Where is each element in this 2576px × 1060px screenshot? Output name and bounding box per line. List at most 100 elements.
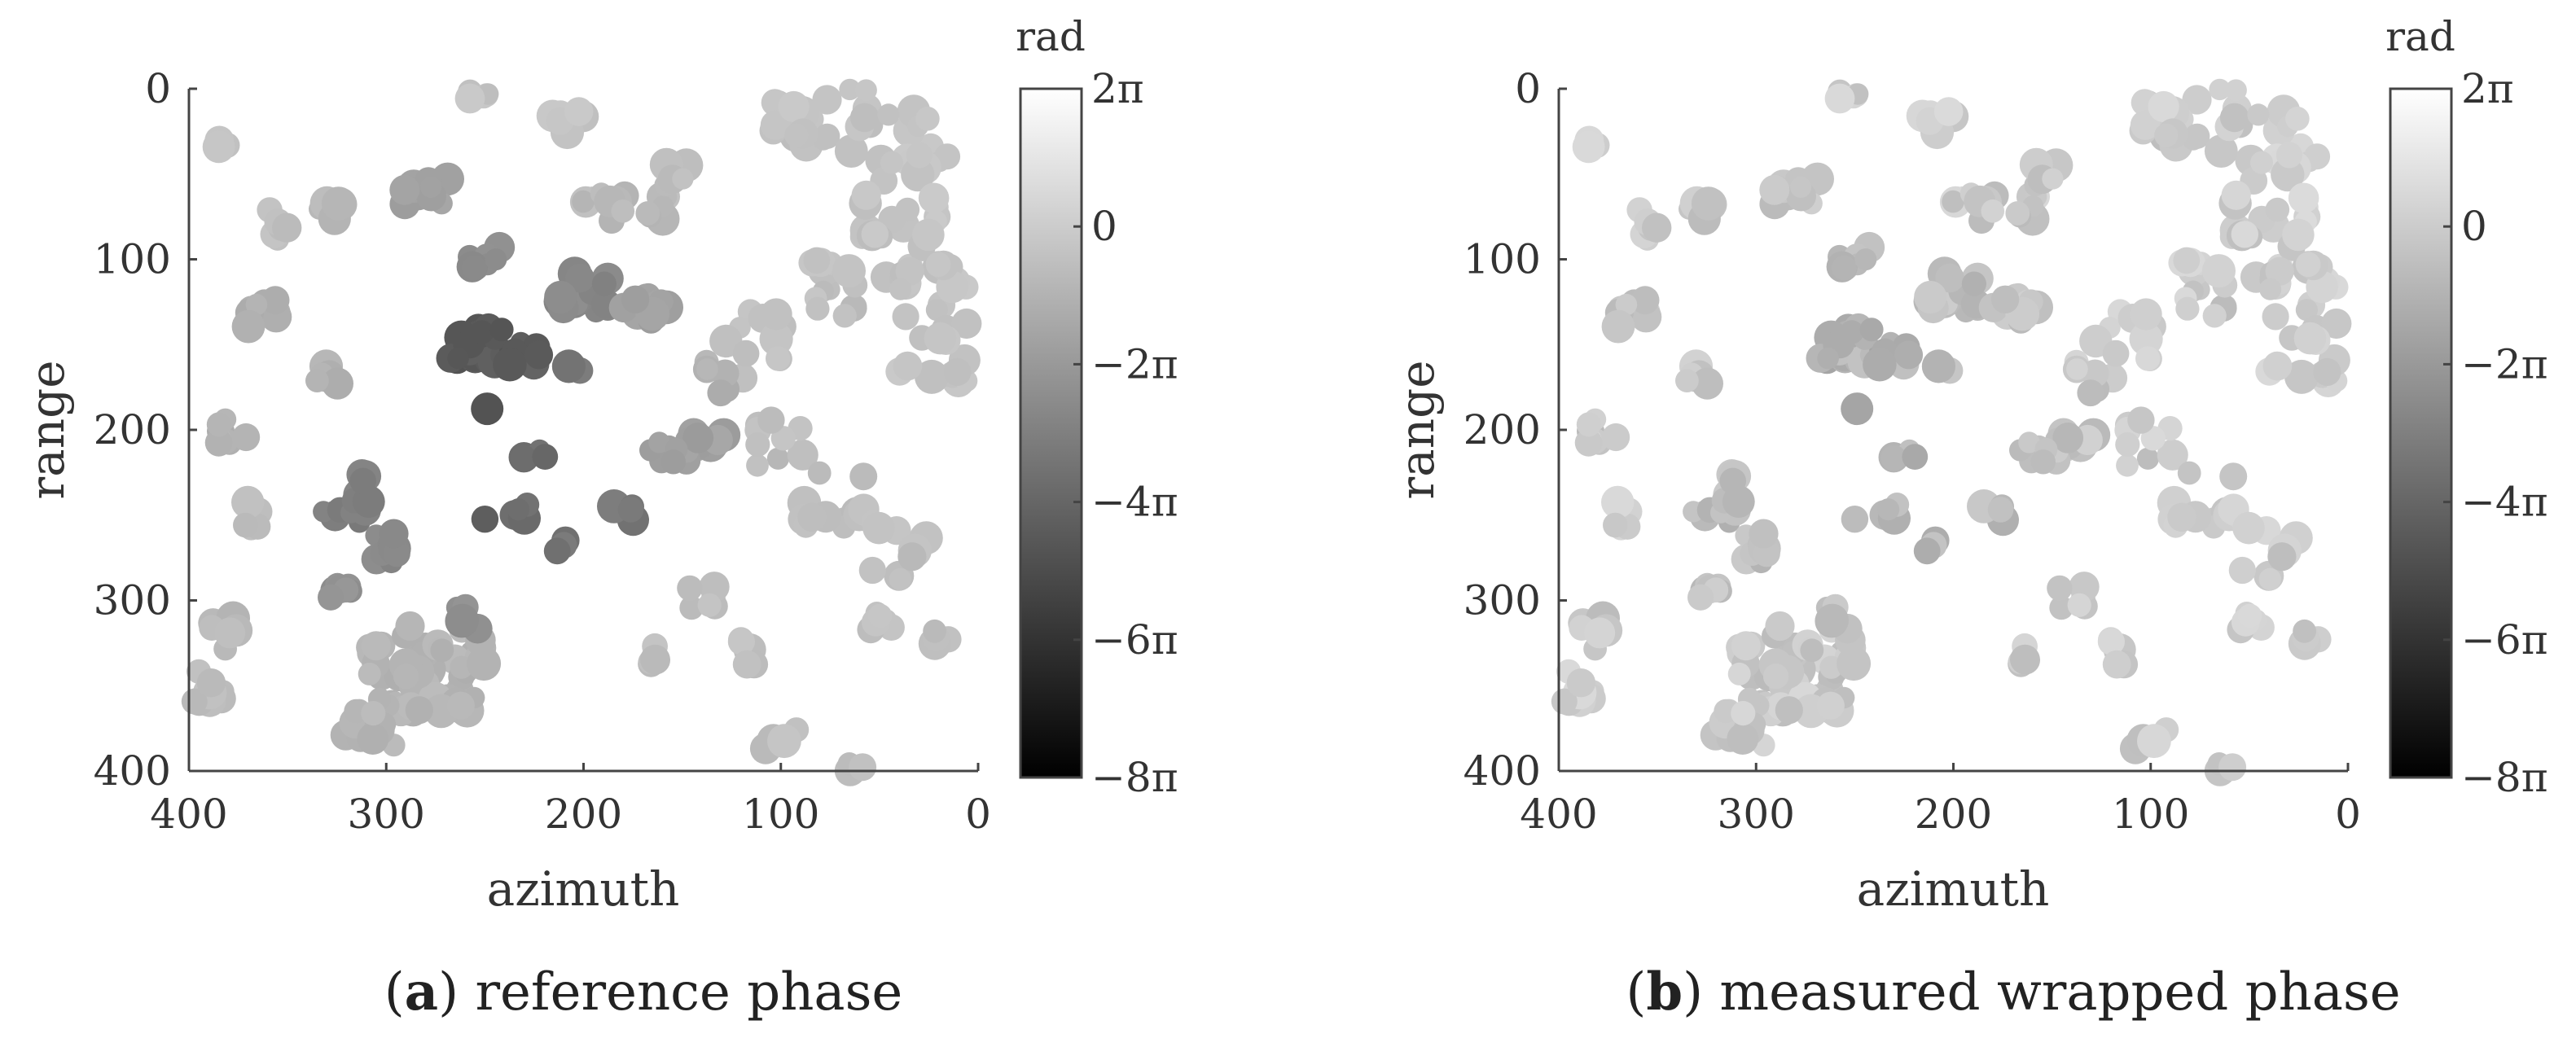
scatter-point bbox=[1837, 646, 1872, 681]
scatter-point bbox=[1719, 467, 1746, 495]
colorbar-gradient-a bbox=[1019, 87, 1083, 779]
scatter-point bbox=[2209, 78, 2231, 101]
scatter-point bbox=[640, 644, 670, 675]
scatter-point bbox=[2047, 575, 2073, 602]
colorbar-tick-label: −8π bbox=[1091, 754, 1178, 801]
scatter-point bbox=[1877, 498, 1900, 521]
scatter-point bbox=[895, 197, 920, 222]
scatter-point bbox=[814, 123, 840, 149]
y-tick-label: 100 bbox=[1464, 236, 1541, 283]
scatter-point bbox=[787, 439, 818, 471]
colorbar-tick-label: 0 bbox=[1091, 203, 1117, 250]
scatter-point bbox=[1832, 255, 1857, 281]
scatter-point bbox=[389, 174, 420, 205]
scatter-point bbox=[2167, 502, 2196, 532]
scatter-point bbox=[784, 123, 809, 147]
scatter-point bbox=[889, 278, 912, 300]
panel-letter-b: b bbox=[1646, 961, 1683, 1023]
scatter-point bbox=[924, 322, 957, 355]
scatter-point bbox=[2204, 134, 2238, 169]
x-tick-label: 200 bbox=[545, 791, 622, 838]
scatter-point bbox=[767, 724, 801, 759]
scatter-point bbox=[2184, 123, 2210, 149]
colorbar-unit-a: rad bbox=[1016, 13, 1086, 60]
scatter-point bbox=[2295, 299, 2318, 322]
scatter-point bbox=[485, 248, 507, 271]
scatter-point bbox=[1790, 176, 1812, 198]
scatter-point bbox=[233, 512, 258, 538]
scatter-point bbox=[2219, 462, 2248, 491]
scatter-point bbox=[617, 497, 644, 523]
scatter-point bbox=[1584, 617, 1616, 649]
scatter-point bbox=[231, 485, 265, 519]
y-tick-label: 0 bbox=[1515, 65, 1541, 112]
scatter-point bbox=[746, 453, 769, 477]
scatter-point bbox=[524, 340, 554, 370]
scatter-point bbox=[2259, 278, 2282, 300]
scatter-point bbox=[861, 221, 889, 248]
scatter-point bbox=[1987, 497, 2014, 523]
scatter-point bbox=[318, 584, 344, 611]
x-tick-label: 0 bbox=[965, 791, 991, 838]
scatter-point bbox=[2285, 107, 2310, 131]
scatter-point bbox=[420, 176, 442, 198]
x-tick-label: 300 bbox=[348, 791, 425, 838]
scatter-point bbox=[2102, 339, 2130, 367]
scatter-point bbox=[446, 691, 475, 720]
colorbar-tick-label: −4π bbox=[1091, 479, 1178, 526]
scatter-point bbox=[2258, 567, 2281, 591]
x-tick-label: 400 bbox=[1520, 791, 1597, 838]
scatter-point bbox=[943, 357, 972, 386]
scatter-point bbox=[2284, 359, 2319, 394]
scatter-point bbox=[862, 511, 895, 545]
scatter-point bbox=[454, 83, 485, 114]
scatter-point bbox=[1727, 662, 1751, 685]
scatter-point bbox=[489, 318, 514, 342]
scatter-point bbox=[2293, 619, 2317, 643]
scatter-point bbox=[1815, 603, 1850, 637]
y-tick-label: 400 bbox=[94, 747, 171, 795]
scatter-point bbox=[679, 595, 704, 620]
scatter-point bbox=[797, 502, 827, 532]
scatter-point bbox=[915, 107, 940, 131]
caption-text-b: measured wrapped phase bbox=[1719, 962, 2400, 1023]
scatter-point bbox=[471, 392, 504, 426]
scatter-point bbox=[467, 646, 502, 681]
scatter-point bbox=[379, 519, 409, 549]
scatter-point bbox=[2116, 453, 2139, 477]
scatter-point bbox=[2042, 168, 2064, 190]
scatter-point bbox=[2005, 201, 2030, 226]
scatter-point bbox=[832, 254, 866, 288]
scatter-point bbox=[727, 628, 756, 655]
scatter-point bbox=[2247, 103, 2270, 126]
scatter-point bbox=[759, 322, 793, 356]
scatter-point bbox=[2237, 603, 2262, 628]
scatter-point bbox=[760, 298, 792, 331]
y-tick-label: 300 bbox=[1464, 577, 1541, 624]
scatter-point bbox=[321, 186, 356, 221]
scatter-point bbox=[893, 351, 923, 381]
scatter-point bbox=[357, 723, 389, 755]
x-tick-label: 0 bbox=[2335, 791, 2361, 838]
scatter-point bbox=[805, 296, 830, 321]
scatter-point bbox=[1727, 723, 1759, 755]
colorbar-tick-label: −6π bbox=[1091, 616, 1178, 664]
scatter-point bbox=[2232, 511, 2265, 545]
colorbar-tick-label: −4π bbox=[2461, 479, 2548, 526]
scatter-point bbox=[393, 664, 419, 690]
x-ticks-b: 400 300 200 100 0 bbox=[1520, 763, 2361, 838]
scatter-point bbox=[2052, 423, 2084, 453]
scatter-point bbox=[1841, 392, 1874, 426]
y-tick-label: 100 bbox=[94, 236, 171, 283]
scatter-point bbox=[766, 346, 791, 371]
scatter-point bbox=[2097, 628, 2125, 655]
scatter-point bbox=[532, 444, 559, 470]
scatter-point bbox=[1880, 445, 1907, 471]
scatter-point bbox=[1961, 271, 1986, 296]
scatter-point bbox=[812, 85, 842, 115]
y-tick-label: 0 bbox=[145, 65, 171, 112]
scatter-point bbox=[1572, 130, 1605, 164]
scatter-point bbox=[1602, 423, 1630, 452]
scatter-point bbox=[2148, 90, 2179, 123]
scatter-point bbox=[564, 97, 594, 126]
